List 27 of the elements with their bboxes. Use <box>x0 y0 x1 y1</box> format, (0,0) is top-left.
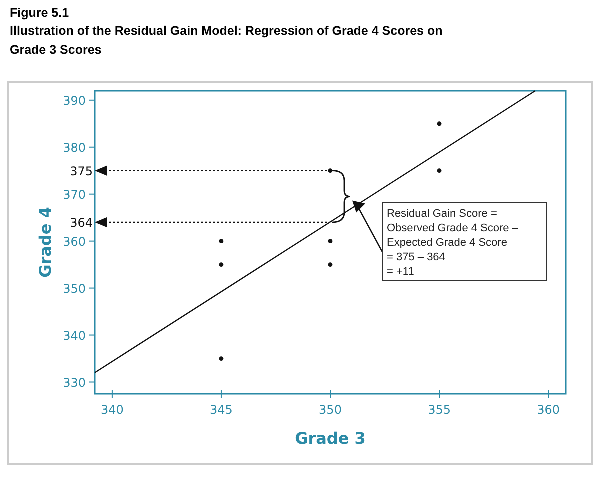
chart-subtitle: Illustration of the Residual Gain Model: Regression of Grade 4 Scores on Grade 3 Scores <box>10 24 443 57</box>
point <box>328 262 333 268</box>
ref-line-label: 364 <box>70 216 93 230</box>
annotation: Residual Gain Score = Observed Grade 4 Score – Expected Grade 4 Score = 375 – 364 = +11 <box>387 208 520 278</box>
x-tick-label: 360 <box>537 403 560 417</box>
x-axis-title: Grade 3 <box>295 429 366 448</box>
point <box>328 239 333 244</box>
x-tick-label: 340 <box>100 403 124 417</box>
point <box>219 239 224 244</box>
y-tick-label: 370 <box>63 188 86 202</box>
y-tick-label: 390 <box>63 94 86 108</box>
point <box>219 356 224 361</box>
y-tick-label: 380 <box>63 140 86 155</box>
point <box>328 168 333 174</box>
x-tick-label: 350 <box>319 403 342 417</box>
y-tick-label: 350 <box>63 282 86 296</box>
y-tick-label: 340 <box>63 328 86 343</box>
y-tick-label: 360 <box>63 234 86 249</box>
point <box>437 168 442 174</box>
y-tick-label: 330 <box>63 376 86 390</box>
ref-line-label: 375 <box>70 164 93 178</box>
x-tick-label: 355 <box>428 403 451 417</box>
point <box>437 122 442 126</box>
x-tick-label: 345 <box>210 403 233 417</box>
y-axis-title: Grade 4 <box>36 207 55 278</box>
chart-title: Figure 5.1 <box>10 6 70 20</box>
point <box>219 262 224 268</box>
